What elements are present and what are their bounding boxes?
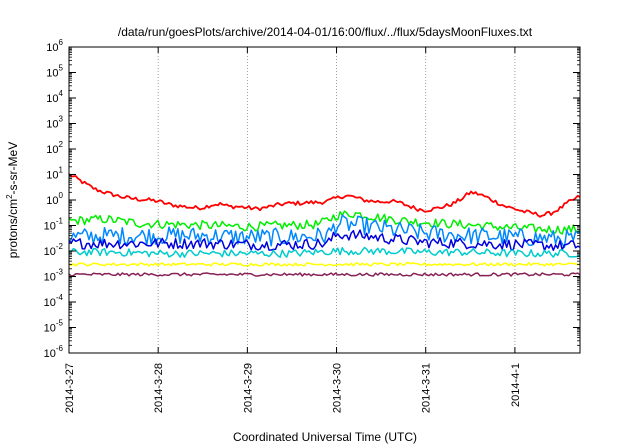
series-line	[68, 262, 581, 267]
y-tick-exponent: -2	[56, 242, 64, 251]
x-tick-label: 2014-3-30	[332, 363, 344, 413]
y-tick-exponent: -5	[56, 319, 64, 328]
y-tick-exponent: 6	[59, 38, 64, 47]
y-tick-base: 10	[44, 297, 56, 309]
y-tick-labels: 10610510410310210110010-110-210-310-410-…	[44, 38, 64, 360]
y-tick-base: 10	[46, 144, 58, 156]
y-tick-exponent: -4	[56, 293, 64, 302]
y-tick-base: 10	[46, 42, 58, 54]
series-line	[68, 210, 581, 235]
y-tick-label: 10-5	[44, 319, 64, 335]
y-axis-label-main: protons/cm	[6, 199, 20, 258]
x-tick-label: 2014-3-31	[421, 363, 433, 413]
y-tick-label: 104	[46, 89, 63, 105]
y-tick-base: 10	[46, 170, 58, 182]
chart-title: /data/run/goesPlots/archive/2014-04-01/1…	[118, 25, 533, 39]
y-tick-label: 10-4	[44, 293, 64, 309]
y-tick-base: 10	[44, 221, 56, 233]
y-tick-base: 10	[44, 348, 56, 360]
y-tick-base: 10	[46, 68, 58, 80]
y-tick-exponent: 0	[59, 191, 64, 200]
y-tick-label: 10-6	[44, 344, 64, 360]
y-tick-exponent: -1	[56, 217, 64, 226]
series-line	[68, 272, 581, 277]
y-tick-label: 10-2	[44, 242, 64, 258]
y-tick-base: 10	[46, 119, 58, 131]
y-tick-label: 106	[46, 38, 63, 54]
y-tick-exponent: 4	[59, 89, 64, 98]
y-tick-base: 10	[44, 272, 56, 284]
y-tick-exponent: 2	[59, 140, 64, 149]
series-line	[68, 246, 581, 259]
y-tick-base: 10	[46, 93, 58, 105]
y-tick-label: 10-3	[44, 268, 64, 284]
series-line	[68, 214, 581, 249]
y-tick-base: 10	[44, 246, 56, 258]
x-tick-label: 2014-3-27	[64, 363, 76, 413]
y-axis-label-superscript: 2	[5, 194, 14, 199]
y-tick-exponent: 3	[59, 115, 64, 124]
y-tick-label: 10-1	[44, 217, 64, 233]
y-tick-label: 105	[46, 64, 63, 80]
y-axis-label: protons/cm2-s-sr-MeV	[5, 142, 20, 258]
series-lines	[68, 173, 581, 277]
y-axis-label-units: -s-sr-MeV	[6, 142, 20, 195]
plot-frame	[68, 46, 581, 354]
y-tick-exponent: -6	[56, 344, 64, 353]
x-tick-label: 2014-3-28	[153, 363, 165, 413]
x-tick-labels: 2014-3-27 2014-3-28 2014-3-29 2014-3-30 2014…	[64, 363, 522, 413]
y-tick-label: 102	[46, 140, 63, 156]
y-tick-base: 10	[46, 195, 58, 207]
y-tick-base: 10	[44, 323, 56, 335]
series-line	[68, 229, 581, 252]
x-tick-label: 2014-4-1	[510, 363, 522, 407]
y-tick-label: 100	[46, 191, 63, 207]
y-tick-exponent: 1	[59, 166, 64, 175]
series-line	[68, 173, 581, 218]
y-tick-label: 103	[46, 115, 63, 131]
y-tick-exponent: -3	[56, 268, 64, 277]
x-axis-label: Coordinated Universal Time (UTC)	[233, 430, 417, 444]
y-tick-label: 101	[46, 166, 63, 182]
y-tick-exponent: 5	[59, 64, 64, 73]
x-tick-label: 2014-3-29	[242, 363, 254, 413]
